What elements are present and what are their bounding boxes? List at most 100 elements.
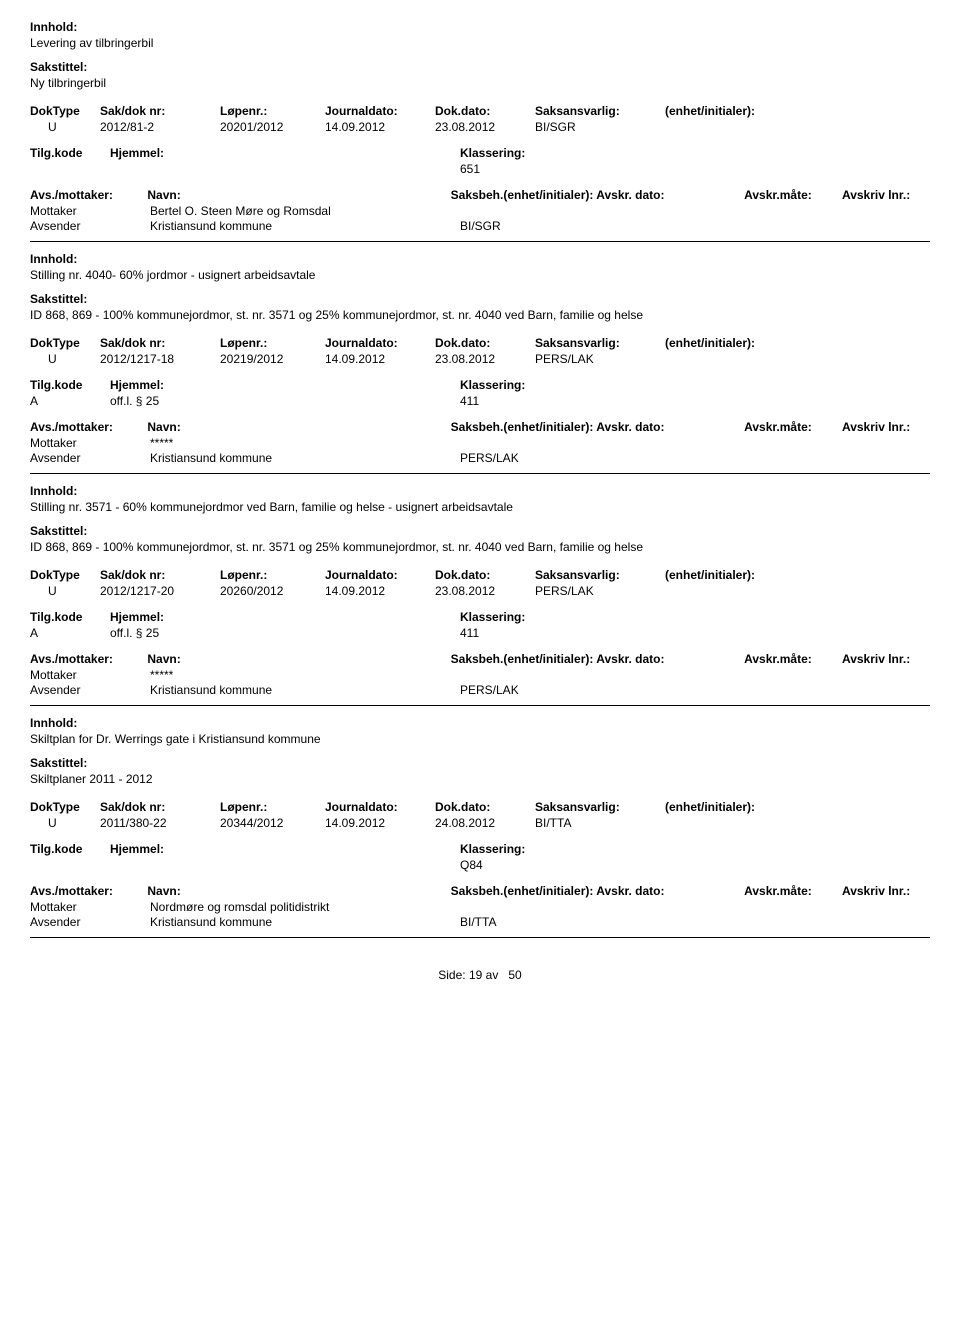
klassering-value: 411: [460, 626, 479, 640]
party-name: Nordmøre og romsdal politidistrikt: [150, 900, 460, 914]
side-label: Side:: [438, 968, 465, 982]
sakdok-header: Sak/dok nr:: [100, 104, 220, 118]
party-name: Kristiansund kommune: [150, 451, 460, 465]
lopenr-value: 20219/2012: [220, 352, 325, 366]
hjemmel-value: off.l. § 25: [110, 626, 460, 640]
party-role: Mottaker: [30, 668, 150, 682]
av-label: av: [486, 968, 499, 982]
meta-data-row: U 2012/81-2 20201/2012 14.09.2012 23.08.…: [30, 120, 930, 134]
page-total: 50: [508, 968, 521, 982]
enhet-header: (enhet/initialer):: [665, 104, 815, 118]
saksansvarlig-header: Saksansvarlig:: [535, 336, 665, 350]
party-role: Mottaker: [30, 204, 150, 218]
hjemmel-value: [110, 162, 460, 176]
dokdato-value: 23.08.2012: [435, 352, 535, 366]
avskrlnr-header: Avskriv lnr.:: [842, 884, 930, 898]
avsmottaker-header: Avs./mottaker:: [30, 188, 147, 202]
lopenr-header: Løpenr.:: [220, 104, 325, 118]
journaldato-value: 14.09.2012: [325, 816, 435, 830]
meta-header-row: DokType Sak/dok nr: Løpenr.: Journaldato…: [30, 800, 930, 814]
journal-record: Innhold: Levering av tilbringerbil Sakst…: [30, 20, 930, 233]
sakdok-value: 2012/1217-20: [100, 584, 220, 598]
doktype-header: DokType: [30, 336, 100, 350]
hjemmel-header: Hjemmel:: [110, 378, 460, 392]
party-header-row: Avs./mottaker: Navn: Saksbeh.(enhet/init…: [30, 884, 930, 898]
record-divider: [30, 241, 930, 242]
navn-header: Navn:: [147, 884, 450, 898]
lopenr-value: 20201/2012: [220, 120, 325, 134]
tilg-data-row: A off.l. § 25 411: [30, 394, 930, 408]
party-saksbeh: [460, 436, 610, 450]
tilgkode-value: A: [30, 394, 110, 408]
sakstittel-text: ID 868, 869 - 100% kommunejordmor, st. n…: [30, 308, 930, 322]
hjemmel-header: Hjemmel:: [110, 610, 460, 624]
tilgkode-value: A: [30, 626, 110, 640]
meta-header-row: DokType Sak/dok nr: Løpenr.: Journaldato…: [30, 568, 930, 582]
avsmottaker-header: Avs./mottaker:: [30, 884, 147, 898]
hjemmel-header: Hjemmel:: [110, 146, 460, 160]
party-saksbeh: PERS/LAK: [460, 683, 610, 697]
saksansvarlig-value: BI/SGR: [535, 120, 665, 134]
innhold-label: Innhold:: [30, 252, 930, 266]
doktype-header: DokType: [30, 800, 100, 814]
dokdato-value: 23.08.2012: [435, 584, 535, 598]
party-row: Avsender Kristiansund kommune PERS/LAK: [30, 451, 930, 465]
enhet-header: (enhet/initialer):: [665, 336, 815, 350]
saksbeh-header: Saksbeh.(enhet/initialer): Avskr. dato:: [451, 652, 744, 666]
journaldato-header: Journaldato:: [325, 800, 435, 814]
party-role: Mottaker: [30, 436, 150, 450]
tilgkode-header: Tilg.kode: [30, 146, 110, 160]
innhold-label: Innhold:: [30, 484, 930, 498]
sakstittel-label: Sakstittel:: [30, 292, 930, 306]
sakstittel-label: Sakstittel:: [30, 524, 930, 538]
sakstittel-label: Sakstittel:: [30, 60, 930, 74]
hjemmel-value: off.l. § 25: [110, 394, 460, 408]
hjemmel-header: Hjemmel:: [110, 842, 460, 856]
doktype-header: DokType: [30, 568, 100, 582]
enhet-header: (enhet/initialer):: [665, 800, 815, 814]
tilg-header-row: Tilg.kode Hjemmel: Klassering:: [30, 146, 930, 160]
party-name: Kristiansund kommune: [150, 219, 460, 233]
party-role: Mottaker: [30, 900, 150, 914]
tilg-data-row: Q84: [30, 858, 930, 872]
party-role: Avsender: [30, 683, 150, 697]
klassering-value: 411: [460, 394, 479, 408]
sakdok-header: Sak/dok nr:: [100, 336, 220, 350]
party-row: Avsender Kristiansund kommune BI/SGR: [30, 219, 930, 233]
tilgkode-header: Tilg.kode: [30, 610, 110, 624]
dokdato-value: 23.08.2012: [435, 120, 535, 134]
party-saksbeh: PERS/LAK: [460, 451, 610, 465]
party-header-row: Avs./mottaker: Navn: Saksbeh.(enhet/init…: [30, 420, 930, 434]
saksbeh-header: Saksbeh.(enhet/initialer): Avskr. dato:: [451, 420, 744, 434]
party-row: Mottaker Bertel O. Steen Møre og Romsdal: [30, 204, 930, 218]
dokdato-header: Dok.dato:: [435, 568, 535, 582]
party-row: Mottaker *****: [30, 436, 930, 450]
navn-header: Navn:: [147, 652, 450, 666]
saksansvarlig-header: Saksansvarlig:: [535, 800, 665, 814]
avskrmate-header: Avskr.måte:: [744, 884, 842, 898]
party-row: Mottaker *****: [30, 668, 930, 682]
lopenr-header: Løpenr.:: [220, 568, 325, 582]
party-saksbeh: BI/TTA: [460, 915, 610, 929]
journaldato-header: Journaldato:: [325, 568, 435, 582]
journaldato-value: 14.09.2012: [325, 120, 435, 134]
page-footer: Side: 19 av 50: [30, 968, 930, 982]
party-header-row: Avs./mottaker: Navn: Saksbeh.(enhet/init…: [30, 188, 930, 202]
doktype-value: U: [30, 120, 100, 134]
meta-header-row: DokType Sak/dok nr: Løpenr.: Journaldato…: [30, 104, 930, 118]
klassering-value: Q84: [460, 858, 483, 872]
innhold-label: Innhold:: [30, 716, 930, 730]
lopenr-header: Løpenr.:: [220, 800, 325, 814]
tilg-data-row: A off.l. § 25 411: [30, 626, 930, 640]
hjemmel-value: [110, 858, 460, 872]
saksansvarlig-header: Saksansvarlig:: [535, 568, 665, 582]
tilg-header-row: Tilg.kode Hjemmel: Klassering:: [30, 842, 930, 856]
navn-header: Navn:: [147, 420, 450, 434]
tilgkode-header: Tilg.kode: [30, 842, 110, 856]
party-saksbeh: BI/SGR: [460, 219, 610, 233]
innhold-text: Levering av tilbringerbil: [30, 36, 930, 50]
navn-header: Navn:: [147, 188, 450, 202]
tilgkode-value: [30, 858, 110, 872]
sakstittel-label: Sakstittel:: [30, 756, 930, 770]
party-name: *****: [150, 668, 460, 682]
